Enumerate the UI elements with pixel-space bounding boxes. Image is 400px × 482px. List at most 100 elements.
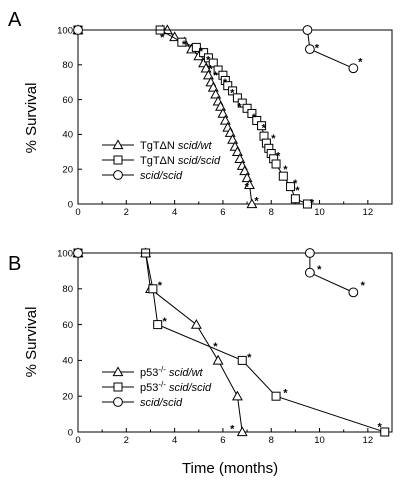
data-point: [73, 248, 83, 258]
legend-genotype: scid/scid: [178, 155, 221, 167]
legend-genotype: scid/scid: [140, 397, 183, 409]
significance-star: *: [378, 422, 383, 434]
x-axis-title: Time (months): [182, 460, 278, 477]
series-circle: [73, 25, 359, 74]
x-tick-label: 8: [269, 207, 274, 218]
data-point: [242, 103, 252, 113]
legend-marker-triangle: [112, 139, 124, 150]
y-tick-label: 100: [57, 248, 73, 259]
legend-marker-square: [113, 155, 123, 165]
series-line: [78, 29, 354, 69]
legend-marker-circle: [113, 397, 123, 407]
y-tick-label: 80: [62, 284, 73, 295]
data-point: [208, 58, 218, 68]
significance-star: *: [213, 70, 218, 82]
x-tick-label: 0: [75, 207, 80, 218]
legend-superscript: -/-: [158, 365, 166, 374]
data-point: [228, 86, 238, 96]
significance-star: *: [247, 352, 252, 364]
data-point: [380, 427, 390, 437]
data-point: [252, 115, 262, 125]
series-line: [78, 29, 308, 205]
significance-star: *: [254, 196, 259, 208]
significance-star: *: [199, 46, 204, 58]
x-tick-label: 2: [124, 207, 129, 218]
legend-name: TgTΔN: [140, 155, 178, 167]
y-tick-label: 40: [62, 130, 73, 141]
data-point: [302, 25, 313, 35]
data-point: [348, 63, 359, 74]
data-point: [286, 182, 296, 192]
significance-star: *: [358, 56, 363, 68]
data-point: [213, 65, 223, 75]
legend-genotype: scid/wt: [178, 140, 213, 152]
significance-star: *: [230, 88, 235, 100]
data-point: [246, 198, 258, 209]
legend-name: p53: [140, 382, 158, 394]
significance-star: *: [283, 164, 288, 176]
legend-name: p53: [140, 367, 158, 379]
x-tick-label: 4: [172, 435, 177, 446]
y-tick-label: 0: [68, 427, 73, 438]
x-tick-label: 4: [172, 207, 177, 218]
significance-star: *: [315, 42, 320, 54]
series-line: [78, 252, 385, 433]
legend-entry: TgTΔN scid/scid: [140, 155, 221, 167]
y-tick-label: 20: [62, 392, 73, 403]
x-tick-label: 8: [269, 435, 274, 446]
significance-star: *: [262, 122, 267, 134]
y-axis-title: % Survival: [23, 307, 40, 378]
data-point: [304, 267, 315, 278]
y-tick-label: 0: [68, 199, 73, 210]
data-point: [348, 287, 359, 298]
significance-star: *: [163, 316, 168, 328]
data-point: [271, 159, 281, 169]
data-point: [191, 42, 201, 52]
significance-star: *: [245, 182, 250, 194]
data-point: [232, 93, 242, 103]
y-tick-label: 60: [62, 320, 73, 331]
plot-frame: [77, 252, 393, 433]
legend-entry: scid/scid: [140, 397, 183, 409]
legend-genotype: scid/wt: [169, 367, 204, 379]
legend-superscript: -/-: [158, 380, 166, 389]
panel-letter: B: [8, 253, 21, 275]
series-line: [78, 252, 354, 293]
legend-entry: TgTΔN scid/wt: [140, 140, 212, 152]
significance-star: *: [295, 185, 300, 197]
series-square: [73, 25, 312, 209]
data-point: [237, 98, 247, 108]
data-point: [304, 248, 315, 258]
panel-b: B 0 20 40 60 80 100 0 2 4 6 8 10 12 % Survival * * * * * * * *…: [8, 247, 393, 446]
data-point: [73, 25, 83, 35]
legend-marker-triangle: [112, 366, 124, 377]
significance-star: *: [208, 63, 213, 75]
significance-star: *: [271, 133, 276, 145]
significance-star: *: [230, 423, 235, 435]
legend-marker-square: [113, 382, 123, 392]
significance-star: *: [276, 150, 281, 162]
data-point: [190, 318, 202, 329]
significance-star: *: [317, 264, 322, 276]
significance-star: *: [158, 280, 163, 292]
legend-entry: scid/scid: [140, 170, 183, 182]
data-point: [257, 121, 267, 131]
data-point: [278, 171, 288, 181]
significance-star: *: [293, 178, 298, 190]
x-tick-label: 6: [220, 435, 225, 446]
significance-star: *: [237, 102, 242, 114]
x-tick-label: 2: [124, 435, 129, 446]
legend-genotype: scid/scid: [140, 170, 183, 182]
data-point: [290, 194, 300, 204]
x-tick-label: 6: [220, 207, 225, 218]
significance-star: *: [182, 39, 187, 51]
significance-star: *: [310, 197, 315, 209]
x-tick-label: 0: [75, 435, 80, 446]
data-point: [231, 390, 243, 401]
legend-entry: p53-/- scid/scid: [140, 380, 212, 394]
data-point: [271, 391, 281, 401]
data-point: [203, 53, 213, 63]
